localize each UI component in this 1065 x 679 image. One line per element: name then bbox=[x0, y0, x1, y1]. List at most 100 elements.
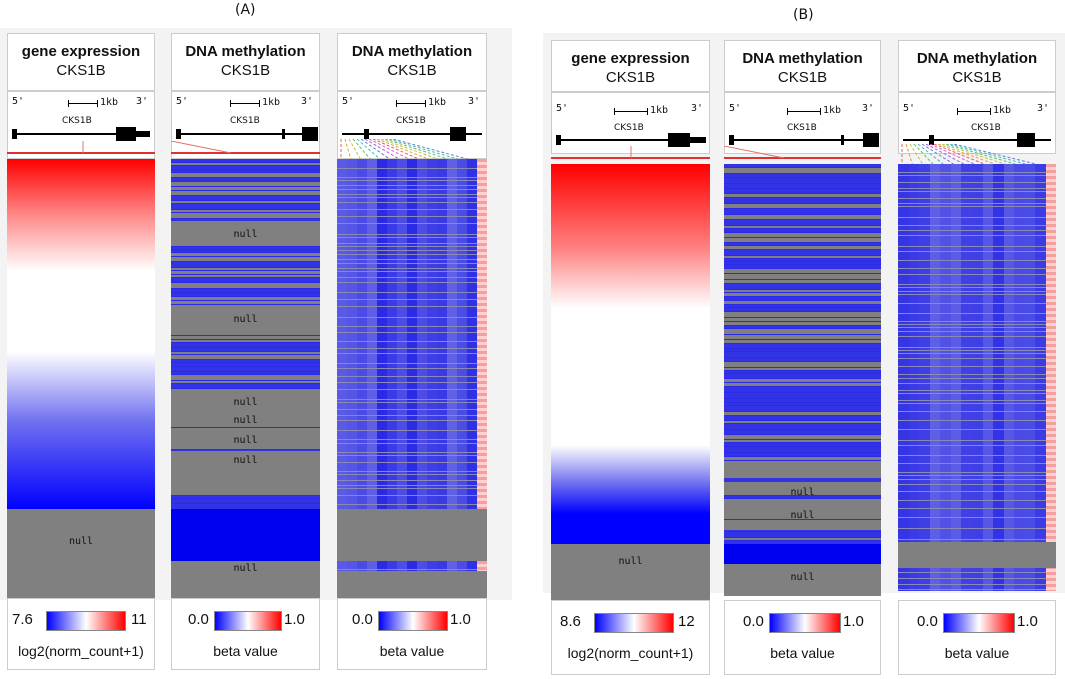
heatmap-row bbox=[171, 301, 320, 304]
heatmap-row bbox=[898, 260, 1046, 261]
heatmap-row bbox=[337, 216, 477, 217]
null-band bbox=[337, 571, 487, 601]
heatmap-row bbox=[171, 268, 320, 270]
heatmap-row bbox=[724, 430, 881, 434]
heatmap-row bbox=[724, 335, 881, 339]
probe-column bbox=[467, 159, 477, 601]
probe-link bbox=[372, 139, 419, 160]
heatmap-row bbox=[171, 340, 320, 342]
heatmap-row bbox=[337, 209, 477, 210]
null-band bbox=[171, 221, 320, 245]
methylation-block bbox=[171, 509, 320, 561]
legend-min: 0.0 bbox=[743, 613, 764, 630]
heatmap-row bbox=[724, 349, 881, 351]
heatmap-row bbox=[337, 277, 477, 278]
column-header: DNA methylation CKS1B bbox=[171, 33, 320, 91]
five-prime-label: 5' bbox=[903, 103, 916, 114]
heatmap-row bbox=[171, 191, 320, 195]
heatmap-row bbox=[898, 463, 1046, 464]
heatmap-row bbox=[898, 378, 1046, 379]
legend-gradient bbox=[594, 613, 674, 633]
three-prime-label: 3' bbox=[467, 96, 480, 107]
column-title: DNA methylation bbox=[185, 43, 306, 60]
heatmap-row bbox=[898, 484, 1046, 485]
probe-link bbox=[384, 139, 449, 160]
heatmap-row bbox=[898, 374, 1046, 375]
heatmap-row bbox=[171, 348, 320, 351]
three-prime-label: 3' bbox=[861, 103, 874, 114]
gene-model-track: 5' 3' 1kb CKS1B bbox=[171, 91, 320, 159]
heatmap-row bbox=[724, 178, 881, 183]
heatmap-row bbox=[337, 168, 477, 169]
heatmap-row bbox=[898, 203, 1046, 204]
heatmap-row bbox=[724, 374, 881, 378]
probe-connector bbox=[340, 139, 468, 160]
heatmap-row bbox=[337, 455, 477, 456]
probe-link bbox=[360, 139, 390, 160]
probe-column bbox=[457, 159, 467, 601]
exon bbox=[136, 131, 150, 137]
probe-side-column bbox=[1046, 164, 1056, 591]
heatmap-row bbox=[724, 256, 881, 258]
heatmap-row bbox=[171, 187, 320, 190]
heatmap-row bbox=[337, 177, 477, 178]
heatmap-row bbox=[171, 372, 320, 374]
heatmap-row bbox=[724, 164, 881, 167]
probe-connector bbox=[7, 141, 155, 154]
heatmap-row bbox=[898, 366, 1046, 367]
exon bbox=[302, 127, 318, 141]
null-block: null bbox=[551, 544, 710, 600]
scale-bar bbox=[614, 108, 648, 115]
panel-a-label: (A) bbox=[235, 2, 256, 18]
heatmap-row bbox=[337, 462, 477, 463]
heatmap-row bbox=[898, 284, 1046, 285]
probe-column bbox=[908, 164, 920, 591]
heatmap-row bbox=[171, 428, 320, 433]
scale-bar bbox=[957, 108, 991, 115]
null-band bbox=[171, 471, 320, 493]
probe-column bbox=[417, 159, 427, 601]
probe-link bbox=[392, 139, 468, 160]
heatmap-row bbox=[898, 175, 1046, 176]
heatmap-row bbox=[898, 353, 1046, 354]
heatmap-row bbox=[898, 578, 1046, 579]
heatmap-row bbox=[337, 353, 477, 354]
expression-heatmap bbox=[7, 159, 155, 509]
heatmap-row bbox=[724, 284, 881, 289]
heatmap-row bbox=[337, 271, 477, 272]
heatmap-row bbox=[898, 383, 1046, 384]
heatmap-row bbox=[171, 375, 320, 380]
probe-link bbox=[933, 144, 985, 165]
column-gene: CKS1B bbox=[387, 62, 437, 79]
five-prime-label: 5' bbox=[556, 103, 569, 114]
heatmap-row bbox=[724, 269, 881, 273]
heatmap-row bbox=[724, 412, 881, 415]
null-block: null bbox=[7, 509, 155, 601]
heatmap-row bbox=[724, 215, 881, 219]
heatmap-row bbox=[171, 496, 320, 498]
probe-column bbox=[347, 159, 357, 601]
probe-connector bbox=[171, 141, 320, 154]
heatmap-row bbox=[171, 196, 320, 200]
probe-link bbox=[937, 144, 995, 165]
heatmap-row bbox=[724, 379, 881, 382]
null-label: null bbox=[790, 487, 815, 498]
heatmap-row bbox=[337, 263, 477, 264]
heatmap-row bbox=[337, 246, 477, 247]
legend-min: 0.0 bbox=[352, 611, 373, 628]
heatmap-row bbox=[337, 504, 477, 505]
heatmap-row bbox=[724, 198, 881, 203]
null-band bbox=[724, 482, 881, 494]
gene-line bbox=[729, 139, 876, 141]
column-gene: CKS1B bbox=[220, 62, 271, 79]
probe-column bbox=[940, 164, 951, 591]
probe-column bbox=[972, 164, 983, 591]
probe-column bbox=[1003, 164, 1015, 591]
heatmap-row bbox=[898, 321, 1046, 322]
heatmap-row bbox=[724, 243, 881, 245]
heatmap-row bbox=[171, 210, 320, 212]
heatmap-row bbox=[337, 223, 477, 224]
exon bbox=[282, 129, 285, 139]
legend-max: 12 bbox=[678, 613, 695, 630]
column-header: gene expression CKS1B bbox=[551, 40, 710, 92]
